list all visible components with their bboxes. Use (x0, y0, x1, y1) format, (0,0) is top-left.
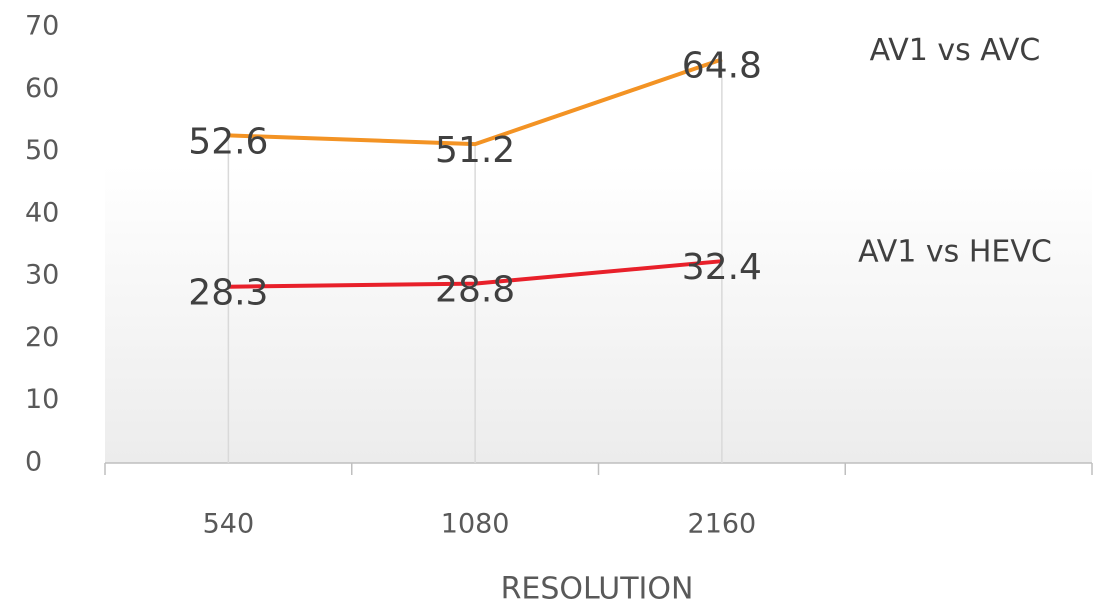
y-tick-label: 0 (25, 447, 42, 478)
y-tick-label: 30 (25, 260, 59, 291)
series-label: AV1 vs HEVC (858, 235, 1052, 270)
y-tick-label: 10 (25, 384, 59, 415)
y-tick-label: 20 (25, 322, 59, 353)
x-tick-label: 2160 (688, 509, 757, 540)
y-tick-label: 50 (25, 135, 59, 166)
data-label: 32.4 (682, 247, 762, 288)
x-axis-title: RESOLUTION (501, 572, 694, 607)
y-tick-label: 40 (25, 197, 59, 228)
y-tick-label: 60 (25, 73, 59, 104)
series-label: AV1 vs AVC (870, 33, 1041, 68)
series-line (228, 259, 723, 289)
series-line (228, 57, 723, 147)
data-label: 28.8 (435, 270, 515, 311)
data-label: 52.6 (188, 121, 268, 162)
data-label: 51.2 (435, 130, 515, 171)
data-label: 64.8 (682, 45, 762, 86)
x-tick-label: 540 (203, 509, 255, 540)
plot-background (105, 165, 1092, 463)
x-tick-label: 1080 (441, 509, 510, 540)
y-tick-label: 70 (25, 11, 59, 42)
data-label: 28.3 (188, 273, 268, 314)
